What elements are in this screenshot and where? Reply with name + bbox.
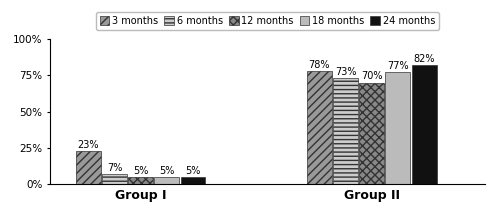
Bar bbox=[360, 83, 384, 184]
Text: 5%: 5% bbox=[159, 166, 174, 176]
Bar bbox=[180, 177, 206, 184]
Text: 70%: 70% bbox=[361, 71, 382, 81]
Text: 7%: 7% bbox=[107, 163, 122, 173]
Text: 77%: 77% bbox=[387, 61, 408, 71]
Text: 5%: 5% bbox=[133, 166, 148, 176]
Bar bbox=[412, 65, 436, 184]
Bar bbox=[128, 177, 153, 184]
Text: 78%: 78% bbox=[308, 60, 330, 70]
Bar bbox=[333, 78, 358, 184]
Text: 73%: 73% bbox=[335, 67, 356, 77]
Bar bbox=[307, 71, 332, 184]
Text: 23%: 23% bbox=[78, 140, 99, 150]
Bar bbox=[154, 177, 180, 184]
Bar bbox=[76, 151, 101, 184]
Bar bbox=[386, 72, 410, 184]
Text: 5%: 5% bbox=[186, 166, 200, 176]
Text: 82%: 82% bbox=[414, 54, 435, 64]
Bar bbox=[102, 174, 127, 184]
Legend: 3 months, 6 months, 12 months, 18 months, 24 months: 3 months, 6 months, 12 months, 18 months… bbox=[96, 12, 440, 30]
